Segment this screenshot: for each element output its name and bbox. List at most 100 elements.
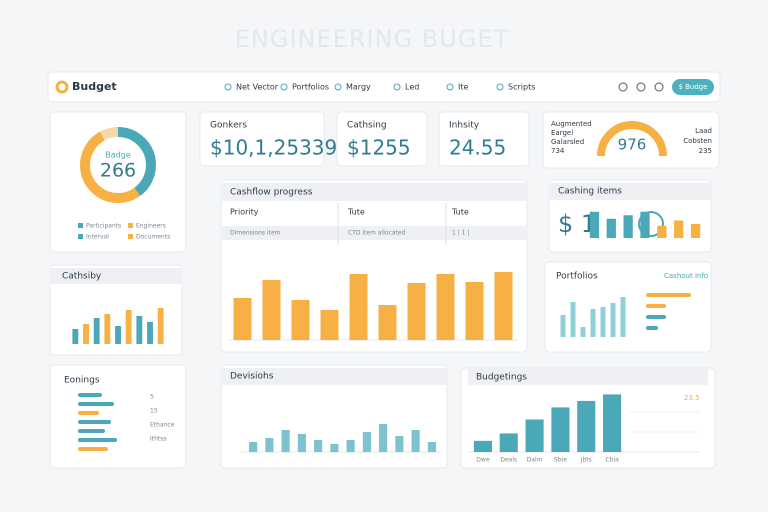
settings-icon[interactable] xyxy=(636,82,646,92)
donut-value: 266 xyxy=(100,160,136,182)
bar xyxy=(83,324,89,344)
hbar xyxy=(78,402,114,406)
legend-swatch xyxy=(78,223,83,228)
brand: Budget xyxy=(72,80,117,93)
bar xyxy=(620,297,626,337)
bar xyxy=(93,318,100,344)
x-tick-label: Jbts xyxy=(580,457,592,464)
bar xyxy=(499,433,518,452)
nav-item[interactable]: Scripts xyxy=(508,83,535,92)
bar xyxy=(395,436,404,452)
bar xyxy=(346,440,355,452)
row-cell: Dimensions item xyxy=(230,230,281,237)
x-tick-label: Deals xyxy=(500,457,517,464)
left-chart-title: Cathsiby xyxy=(62,272,102,282)
nav-icon xyxy=(280,83,288,91)
cashing-header xyxy=(550,183,710,200)
budget-header xyxy=(468,368,708,385)
cashing-title: Cashing items xyxy=(558,187,622,197)
clock-icon xyxy=(638,211,664,237)
portfolio-link[interactable]: Cashout Info xyxy=(664,272,708,280)
stat-card xyxy=(438,111,530,167)
bar xyxy=(436,274,455,340)
hbar xyxy=(78,411,99,415)
bar xyxy=(349,274,368,340)
legend-label: Interval xyxy=(86,234,109,241)
gauge-left: 734 xyxy=(551,147,565,155)
bar xyxy=(606,218,616,238)
stat-value: $10,1,25339 xyxy=(210,136,337,160)
left-chart-header xyxy=(51,268,181,284)
earnings-card xyxy=(49,364,187,469)
legend-label: Engineers xyxy=(136,223,166,230)
legend-label: Documents xyxy=(136,234,170,241)
bar xyxy=(281,430,290,452)
bar xyxy=(640,211,650,238)
stat-label: Cathsing xyxy=(347,121,387,131)
devis-header xyxy=(222,368,446,385)
bar xyxy=(570,302,576,337)
stat-card xyxy=(199,111,325,167)
bar xyxy=(610,303,616,337)
main-header xyxy=(222,183,526,201)
nav-item[interactable]: Ite xyxy=(458,83,468,92)
donut-segment xyxy=(80,127,156,203)
bar xyxy=(362,432,371,452)
side-label: 15 xyxy=(150,408,158,415)
stat-value: $1255 xyxy=(347,136,411,160)
bar xyxy=(378,305,397,340)
nav-button[interactable] xyxy=(672,79,714,95)
legend-label: Participants xyxy=(86,223,121,230)
logo xyxy=(55,80,69,94)
search-icon[interactable] xyxy=(618,82,628,92)
page-title: ENGINEERING BUGET xyxy=(235,25,509,53)
edit-icon[interactable] xyxy=(654,82,664,92)
bar xyxy=(115,326,121,344)
bar xyxy=(427,442,436,452)
bar xyxy=(320,310,339,340)
side-label: Ethance xyxy=(150,422,175,429)
bar xyxy=(147,322,153,344)
bar xyxy=(465,282,484,340)
portfolio-title: Portfolios xyxy=(556,272,598,282)
x-tick-label: Dalm xyxy=(527,457,543,464)
bar xyxy=(249,442,258,452)
nav-item[interactable]: Margy xyxy=(346,83,371,92)
legend-swatch xyxy=(78,234,83,239)
bar xyxy=(291,300,310,340)
side-label: Ithtss xyxy=(150,436,167,443)
donut-card xyxy=(49,111,187,253)
bar xyxy=(379,424,388,452)
stat-label: Gonkers xyxy=(210,121,247,131)
bar xyxy=(262,280,281,340)
bar xyxy=(551,407,570,452)
legend-swatch xyxy=(128,234,133,239)
bar xyxy=(157,308,164,344)
hbar xyxy=(78,429,105,433)
bar xyxy=(473,440,492,452)
main-row xyxy=(222,226,526,240)
nav-item[interactable]: Led xyxy=(405,83,419,92)
nav-item[interactable]: Portfolios xyxy=(292,83,329,92)
bar xyxy=(623,215,633,238)
nav-icon xyxy=(334,83,342,91)
budget-title: Budgetings xyxy=(476,373,527,383)
hbar xyxy=(646,293,691,297)
bar xyxy=(136,316,143,344)
column-header: Tute xyxy=(451,208,469,217)
bar xyxy=(600,307,606,337)
column-header: Priority xyxy=(230,208,259,217)
gauge-right: 235 xyxy=(699,147,712,155)
nav-item[interactable]: Net Vector xyxy=(236,83,279,92)
column-header: Tute xyxy=(347,208,365,217)
bar xyxy=(233,298,252,340)
donut-label: Badge xyxy=(105,151,131,160)
donut-segment xyxy=(80,127,156,203)
nav-icon xyxy=(393,83,401,91)
nav-bar xyxy=(47,71,721,103)
bar xyxy=(265,438,274,452)
budget-annotation: 23.5 xyxy=(684,394,700,402)
bar xyxy=(104,314,111,344)
devis-title: Devisiohs xyxy=(230,372,274,382)
